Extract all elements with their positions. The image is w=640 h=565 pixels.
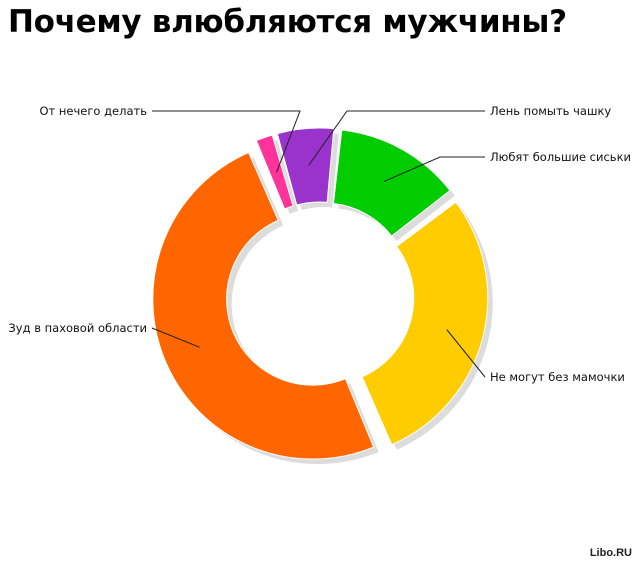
leader-line [383, 156, 485, 183]
slice-label: От нечего делать [39, 104, 147, 118]
pie-slice [255, 134, 294, 210]
slice-label: Лень помыть чашку [490, 104, 611, 118]
slice-label: Зуд в паховой области [8, 321, 147, 335]
leader-line [152, 110, 301, 173]
credit-text: Libo.RU [589, 547, 632, 559]
leader-line [151, 327, 200, 348]
slice-label: Любят большие сиськи [490, 150, 631, 164]
leader-line [446, 329, 486, 378]
pie-slice [332, 129, 451, 237]
pie-slice [152, 151, 375, 460]
slices [152, 127, 489, 460]
leader-lines [151, 110, 486, 378]
leader-line [308, 110, 485, 166]
slice-labels: От нечего делать Лень помыть чашку Любят б… [8, 104, 631, 384]
slice-label: Не могут без мамочки [490, 370, 625, 384]
chart-title: Почему влюбляются мужчины? [8, 4, 567, 40]
pie-slice [361, 201, 489, 446]
